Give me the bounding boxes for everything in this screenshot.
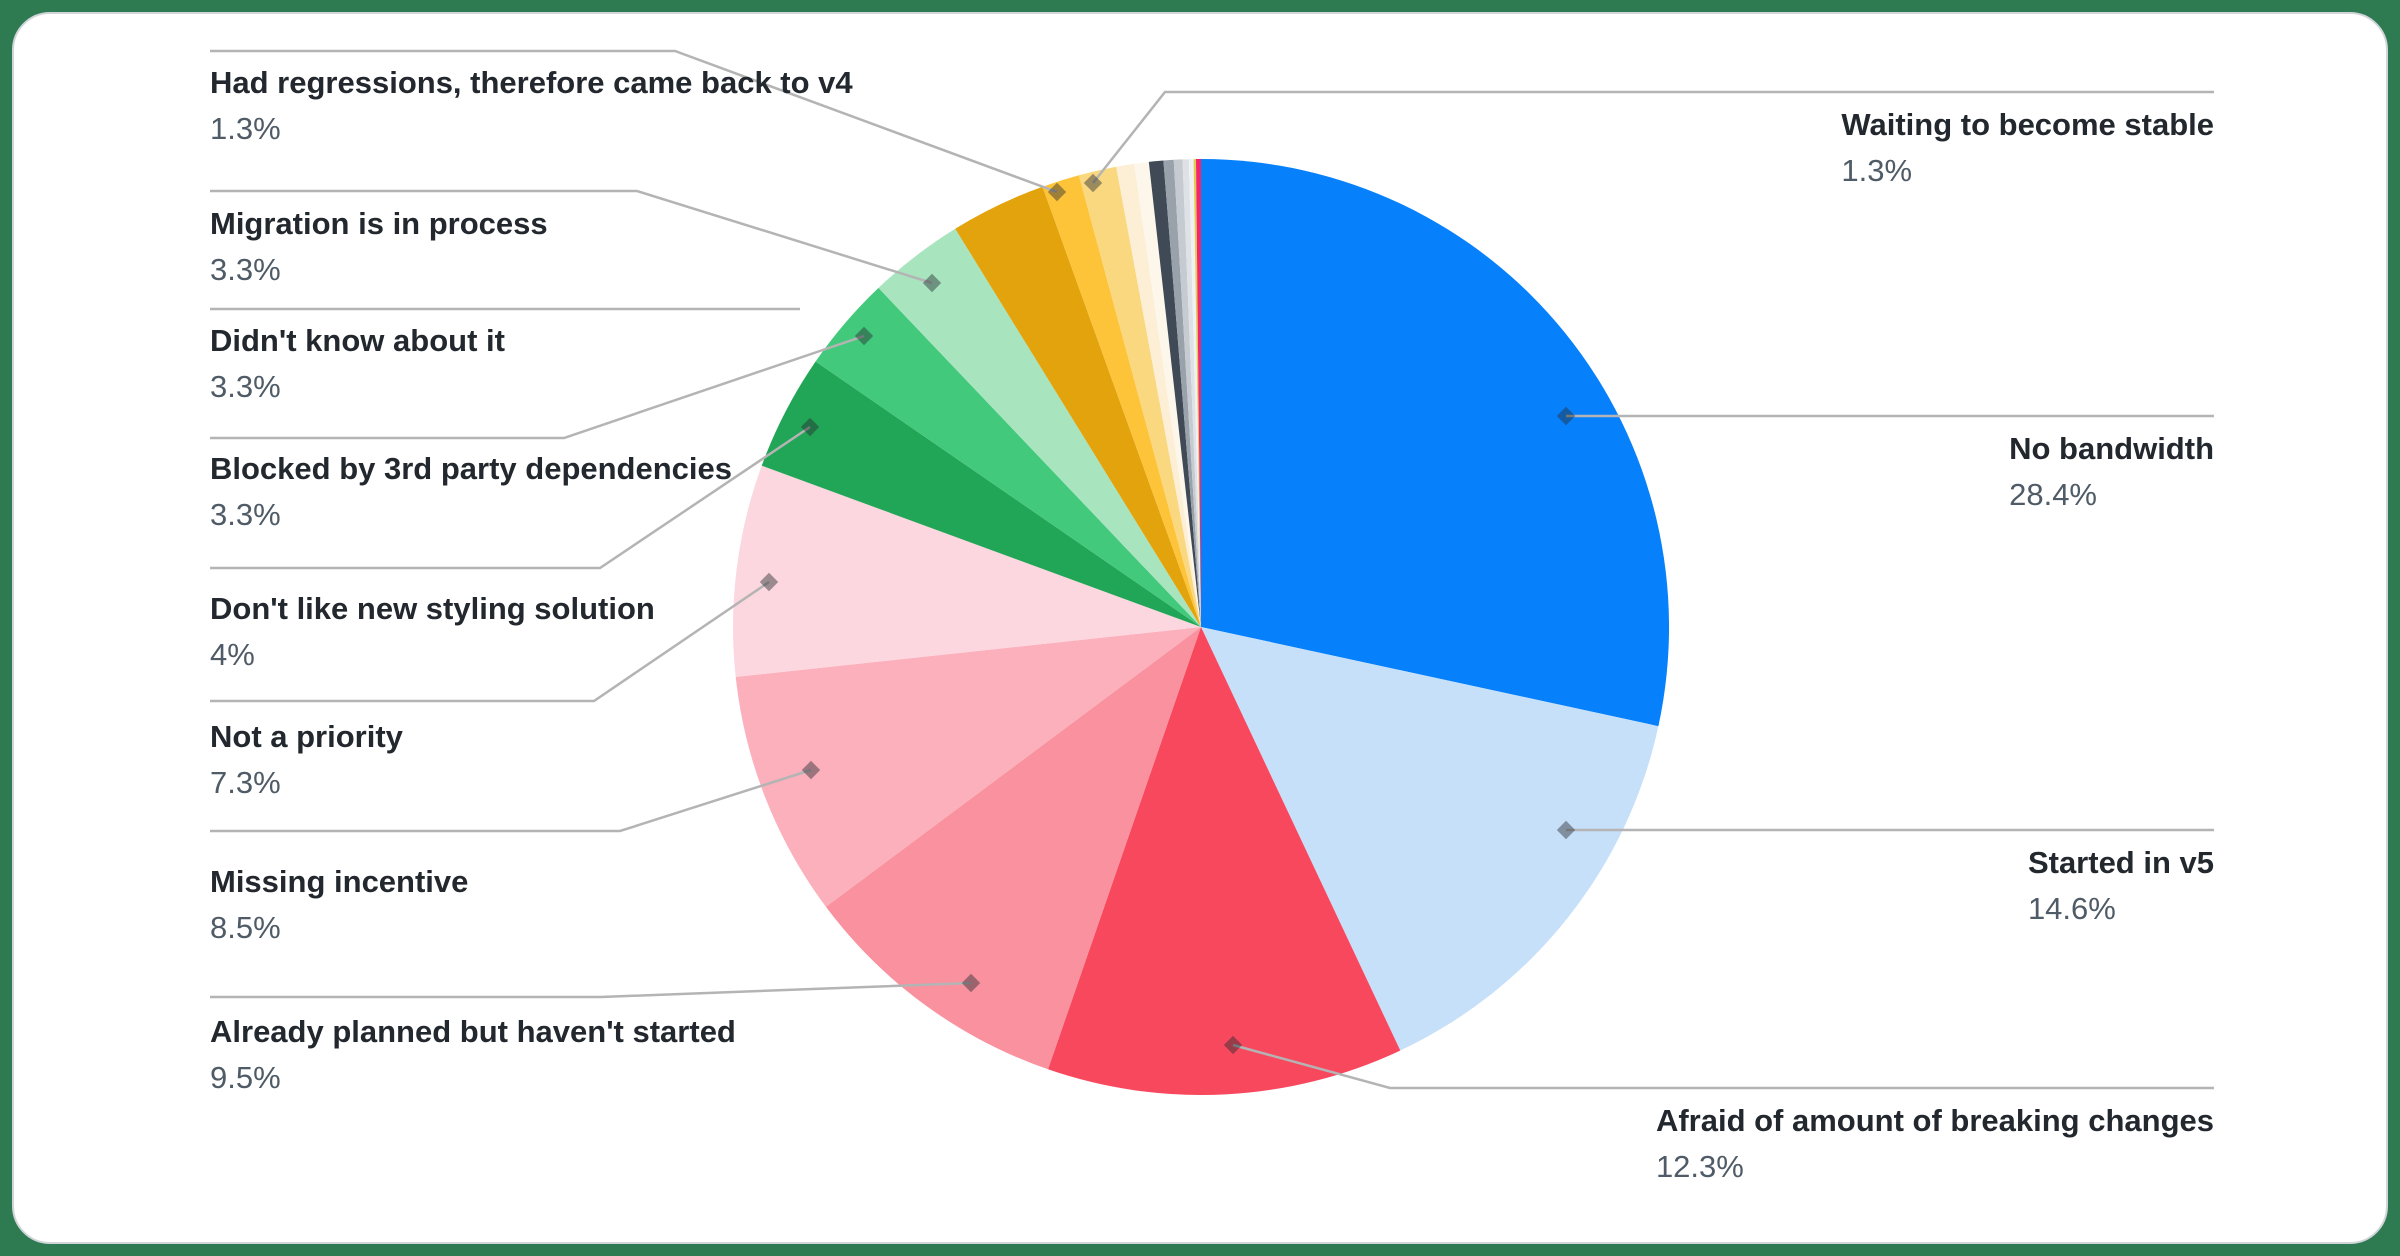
pie-slice-don-t-like-new-styling-solution[interactable] bbox=[761, 361, 1201, 628]
slice-percent-text: 1.3% bbox=[210, 111, 281, 146]
pie-slice-unlabeled[interactable] bbox=[1173, 159, 1201, 627]
slice-label-text: Had regressions, therefore came back to … bbox=[210, 65, 853, 100]
slice-percent-text: 12.3% bbox=[1655, 1149, 1744, 1184]
pie-slice-already-planned-but-haven-t-started[interactable] bbox=[825, 627, 1201, 1070]
pie-slice-unlabeled[interactable] bbox=[1182, 159, 1202, 627]
pie-slice-migration-is-in-process[interactable] bbox=[955, 186, 1201, 627]
slice-label-text: Don't like new styling solution bbox=[210, 591, 655, 626]
callout-label-started-in-v5: Started in v5 14.6% bbox=[2028, 844, 2214, 928]
callout-label-already-planned-but-haven-t-started: Already planned but haven't started 9.5% bbox=[210, 1013, 736, 1097]
leader-line bbox=[210, 334, 865, 440]
slice-marker-dot bbox=[759, 572, 779, 592]
slice-percent-text: 9.5% bbox=[210, 1060, 281, 1095]
slice-marker-dot bbox=[1223, 1035, 1243, 1055]
slice-percent-text: 1.3% bbox=[1841, 153, 1913, 188]
slice-label-text: Didn't know about it bbox=[210, 323, 505, 358]
pie-slice-not-a-priority[interactable] bbox=[733, 465, 1201, 677]
leader-line bbox=[1232, 1043, 2214, 1090]
pie-slice-blocked-by-3rd-party-dependencies[interactable] bbox=[815, 287, 1201, 627]
slice-label-text: Started in v5 bbox=[2027, 845, 2214, 880]
slice-label-text: Blocked by 3rd party dependencies bbox=[210, 451, 733, 486]
slice-percent-text: 3.3% bbox=[210, 252, 281, 287]
slice-percent-text: 7.3% bbox=[210, 765, 281, 800]
pie-slice-unlabeled[interactable] bbox=[1196, 158, 1201, 627]
slice-marker-dot bbox=[1556, 406, 1576, 426]
slice-label-text: Afraid of amount of breaking changes bbox=[1655, 1103, 2214, 1138]
callout-label-didn-t-know-about-it: Didn't know about it 3.3% bbox=[210, 322, 505, 406]
slice-percent-text: 4% bbox=[210, 637, 255, 672]
leader-line bbox=[210, 768, 812, 833]
slice-marker-dot bbox=[854, 326, 874, 346]
pie-slice-waiting-to-become-stable[interactable] bbox=[1078, 166, 1201, 627]
pie-slice-had-regressions-therefore-came-back-to-v4[interactable] bbox=[1042, 175, 1202, 627]
pie-slice-missing-incentive[interactable] bbox=[735, 627, 1201, 907]
pie-slice-unlabeled[interactable] bbox=[1163, 159, 1201, 628]
pie-slice-unlabeled[interactable] bbox=[1193, 159, 1201, 627]
slice-label-text: No bandwidth bbox=[2009, 431, 2214, 466]
leader-line bbox=[210, 981, 972, 999]
slice-marker-dot bbox=[961, 973, 981, 993]
callout-label-not-a-priority: Not a priority 7.3% bbox=[210, 718, 403, 802]
slice-label-text: Waiting to become stable bbox=[1841, 107, 2214, 142]
slice-marker-dot bbox=[922, 273, 942, 293]
slice-label-text: Missing incentive bbox=[210, 864, 469, 899]
slice-percent-text: 14.6% bbox=[2027, 891, 2116, 926]
leader-line bbox=[210, 425, 811, 570]
pie-slice-no-bandwidth[interactable] bbox=[1201, 159, 1670, 727]
callout-label-migration-is-in-process: Migration is in process 3.3% bbox=[210, 205, 548, 289]
callout-label-no-bandwidth: No bandwidth 28.4% bbox=[2009, 430, 2214, 514]
slice-percent-text: 3.3% bbox=[210, 369, 281, 404]
callout-label-had-regressions-therefore-came-back-to-v4: Had regressions, therefore came back to … bbox=[210, 64, 853, 148]
pie-slice-afraid-of-amount-of-breaking-changes[interactable] bbox=[1048, 627, 1401, 1096]
leader-line bbox=[1092, 90, 2214, 184]
callout-label-don-t-like-new-styling-solution: Don't like new styling solution 4% bbox=[210, 590, 655, 674]
slice-percent-text: 8.5% bbox=[210, 910, 281, 945]
pie-slice-started-in-v5[interactable] bbox=[1201, 627, 1659, 1051]
callout-label-afraid-of-amount-of-breaking-changes: Afraid of amount of breaking changes 12.3… bbox=[1656, 1102, 2214, 1186]
slice-marker-dot bbox=[800, 417, 820, 437]
pie-slice-didn-t-know-about-it[interactable] bbox=[878, 228, 1202, 627]
leader-line bbox=[210, 49, 1058, 194]
slice-label-text: Already planned but haven't started bbox=[210, 1014, 736, 1049]
pie-slice-unlabeled[interactable] bbox=[1116, 163, 1201, 628]
pie-slice-unlabeled[interactable] bbox=[1148, 160, 1201, 628]
callout-label-blocked-by-3rd-party-dependencies: Blocked by 3rd party dependencies 3.3% bbox=[210, 450, 732, 534]
slice-marker-dot bbox=[1556, 820, 1576, 840]
slice-marker-dot bbox=[1047, 182, 1067, 202]
pie-slice-unlabeled[interactable] bbox=[1188, 159, 1201, 627]
slice-marker-dot bbox=[801, 760, 821, 780]
slice-percent-text: 3.3% bbox=[210, 497, 281, 532]
leader-line bbox=[210, 189, 933, 285]
slice-label-text: Not a priority bbox=[210, 719, 403, 754]
slice-marker-dot bbox=[1083, 173, 1103, 193]
pie-slice-unlabeled[interactable] bbox=[1134, 161, 1201, 627]
slice-percent-text: 28.4% bbox=[2009, 477, 2097, 512]
callout-label-waiting-to-become-stable: Waiting to become stable 1.3% bbox=[1841, 106, 2214, 190]
callout-label-missing-incentive: Missing incentive 8.5% bbox=[210, 863, 468, 947]
leader-line bbox=[210, 580, 770, 703]
slice-label-text: Migration is in process bbox=[210, 206, 548, 241]
